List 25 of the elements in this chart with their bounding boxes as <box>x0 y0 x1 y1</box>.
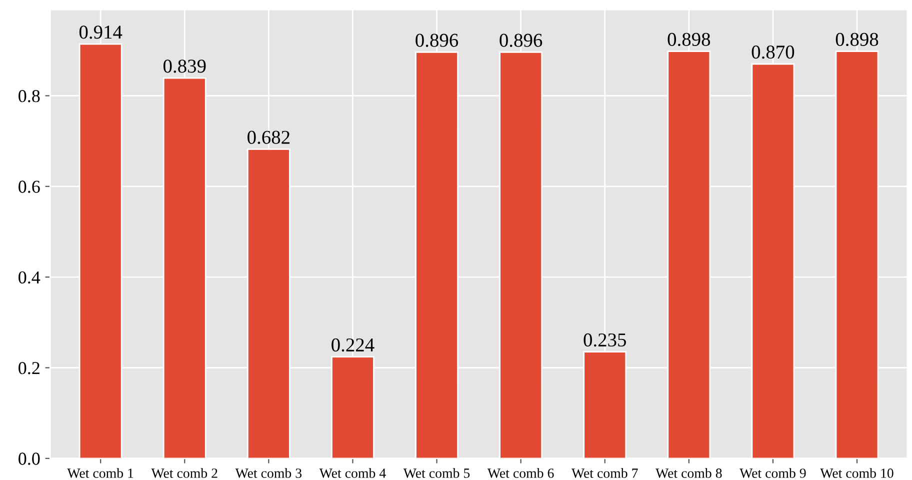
x-tick-label: Wet comb 9 <box>740 468 806 478</box>
x-tick-label: Wet comb 2 <box>151 468 218 478</box>
data-label: 0.896 <box>500 34 542 47</box>
x-tick-label: Wet comb 7 <box>572 468 638 478</box>
x-tick-label: Wet comb 6 <box>487 468 554 478</box>
data-label: 0.224 <box>332 338 374 352</box>
data-label: 0.235 <box>584 333 626 347</box>
y-tick-label: 0.4 <box>18 271 40 284</box>
data-label: 0.870 <box>752 46 794 59</box>
x-tick-label: Wet comb 8 <box>656 468 722 478</box>
y-tick-label: 0.8 <box>18 90 40 102</box>
data-label: 0.914 <box>79 26 122 39</box>
data-label: 0.839 <box>164 60 206 73</box>
data-label: 0.898 <box>668 32 710 46</box>
data-label: 0.896 <box>416 34 458 47</box>
y-tick-label: 0.6 <box>18 180 40 193</box>
x-tick-label: Wet comb 4 <box>319 468 386 478</box>
y-tick-label: 0.2 <box>18 362 40 374</box>
y-tick-label: 0.0 <box>18 452 40 465</box>
data-label: 0.898 <box>836 32 878 46</box>
x-tick-label: Wet comb 3 <box>235 468 302 478</box>
x-tick-label: Wet comb 10 <box>820 468 894 478</box>
x-tick-label: Wet comb 1 <box>67 468 134 478</box>
data-label: 0.682 <box>248 130 290 144</box>
x-tick-label: Wet comb 5 <box>403 468 470 478</box>
